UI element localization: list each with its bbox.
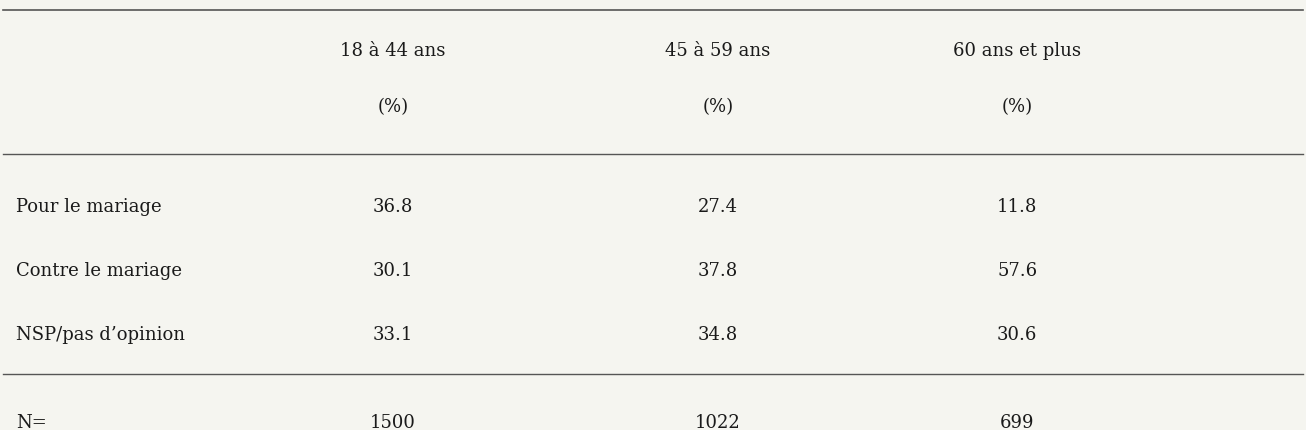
Text: 27.4: 27.4 xyxy=(697,197,738,215)
Text: Pour le mariage: Pour le mariage xyxy=(16,197,162,215)
Text: NSP/pas d’opinion: NSP/pas d’opinion xyxy=(16,325,184,343)
Text: 1022: 1022 xyxy=(695,413,741,430)
Text: (%): (%) xyxy=(377,98,409,116)
Text: 37.8: 37.8 xyxy=(697,261,738,279)
Text: Contre le mariage: Contre le mariage xyxy=(16,261,182,279)
Text: 18 à 44 ans: 18 à 44 ans xyxy=(341,42,445,60)
Text: 34.8: 34.8 xyxy=(697,325,738,343)
Text: N=: N= xyxy=(16,413,47,430)
Text: 60 ans et plus: 60 ans et plus xyxy=(953,42,1081,60)
Text: (%): (%) xyxy=(703,98,734,116)
Text: 11.8: 11.8 xyxy=(996,197,1037,215)
Text: 30.1: 30.1 xyxy=(372,261,413,279)
Text: 33.1: 33.1 xyxy=(372,325,413,343)
Text: 1500: 1500 xyxy=(370,413,415,430)
Text: 36.8: 36.8 xyxy=(372,197,413,215)
Text: 45 à 59 ans: 45 à 59 ans xyxy=(665,42,771,60)
Text: 699: 699 xyxy=(1000,413,1034,430)
Text: (%): (%) xyxy=(1002,98,1033,116)
Text: 30.6: 30.6 xyxy=(996,325,1037,343)
Text: 57.6: 57.6 xyxy=(996,261,1037,279)
